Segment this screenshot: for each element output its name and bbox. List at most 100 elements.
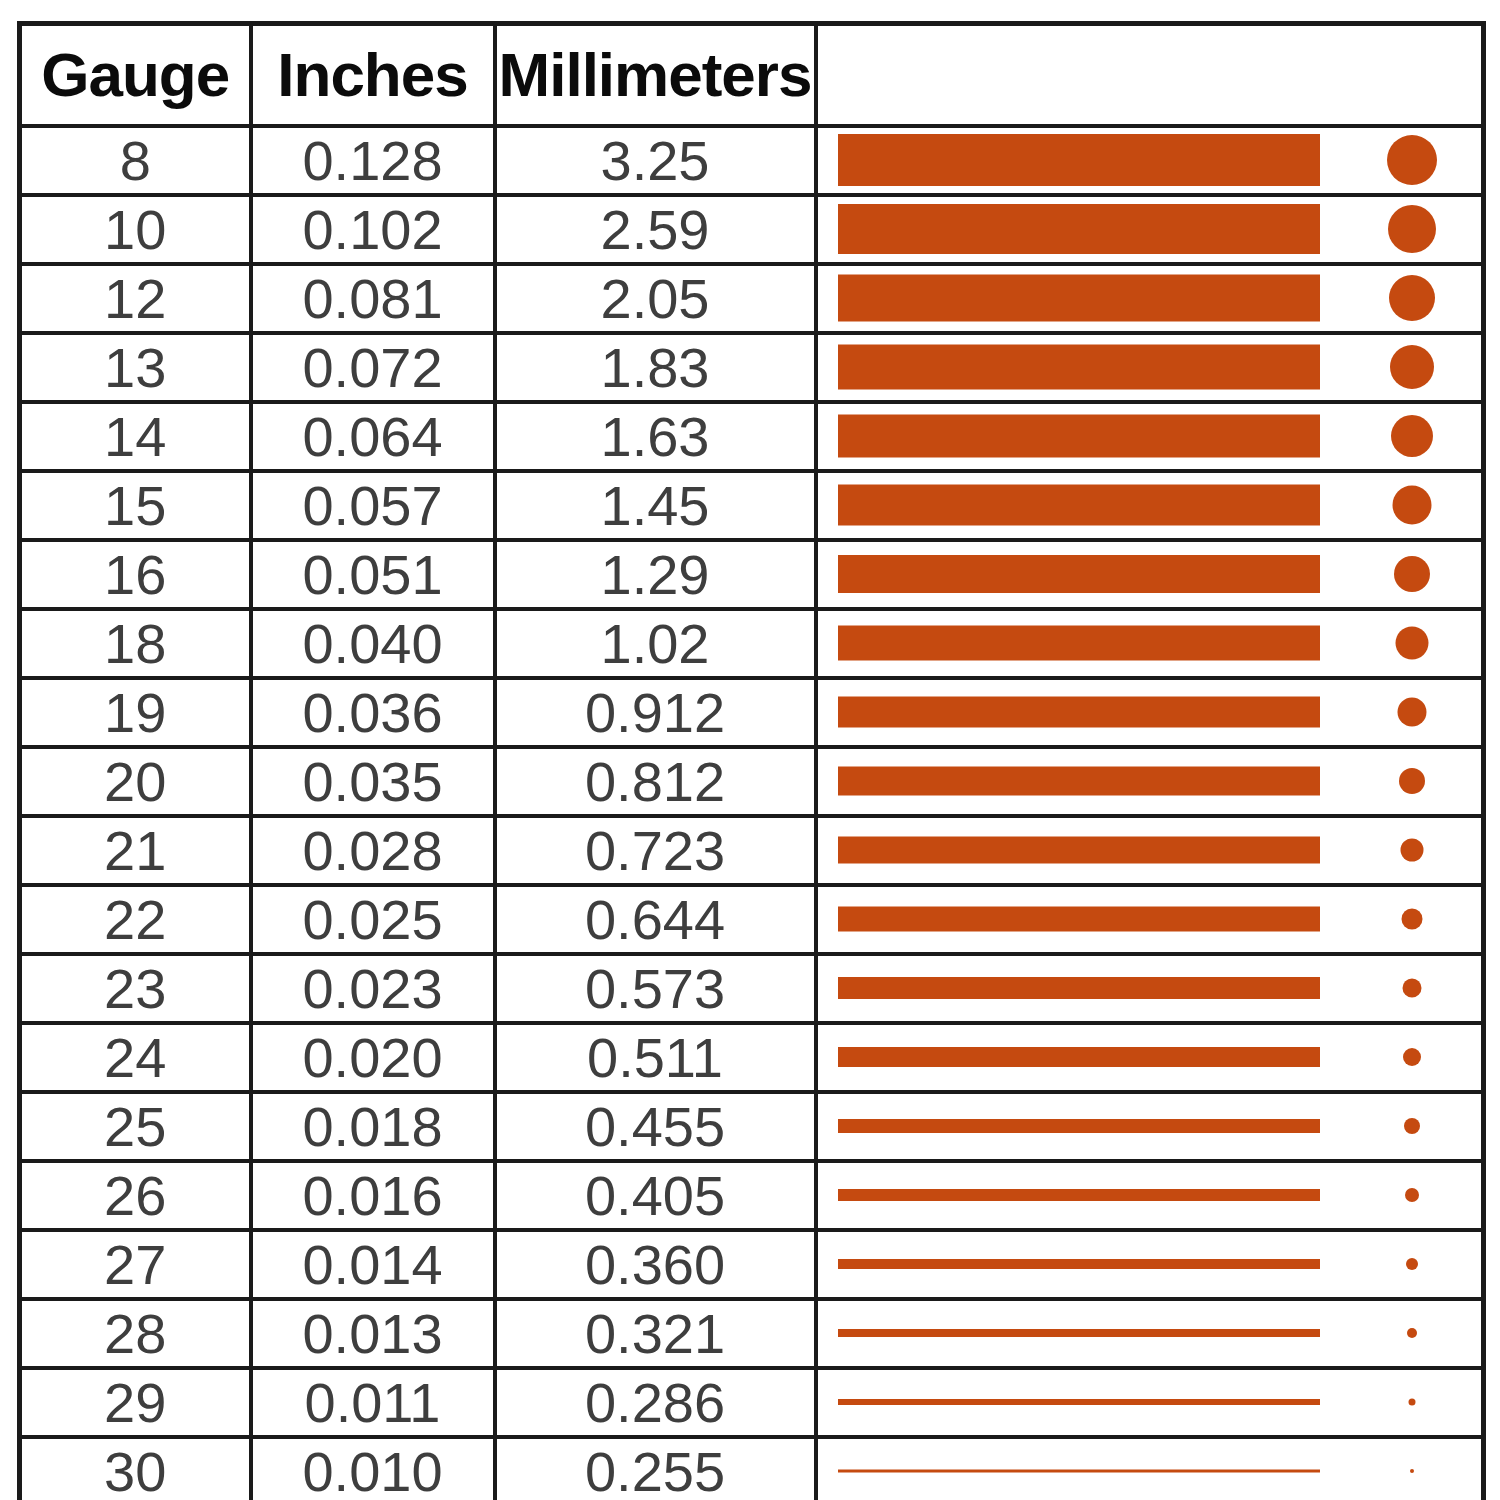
mm-cell: 0.255 bbox=[495, 1437, 816, 1500]
visual-cell bbox=[816, 402, 1484, 471]
table-row: 13 0.072 1.83 bbox=[20, 333, 1484, 402]
table-row: 25 0.018 0.455 bbox=[20, 1092, 1484, 1161]
visual-cell bbox=[816, 471, 1484, 540]
mm-cell: 0.321 bbox=[495, 1299, 816, 1368]
inches-cell: 0.010 bbox=[251, 1437, 495, 1500]
wire-thickness-bar bbox=[838, 275, 1320, 322]
visual-cell bbox=[816, 126, 1484, 195]
table-row: 27 0.014 0.360 bbox=[20, 1230, 1484, 1299]
wire-diameter-dot bbox=[1395, 627, 1428, 660]
visual-cell bbox=[816, 333, 1484, 402]
mm-cell: 1.29 bbox=[495, 540, 816, 609]
inches-cell: 0.020 bbox=[251, 1023, 495, 1092]
inches-cell: 0.128 bbox=[251, 126, 495, 195]
gauge-cell: 16 bbox=[20, 540, 251, 609]
table-row: 24 0.020 0.511 bbox=[20, 1023, 1484, 1092]
visual-cell bbox=[816, 609, 1484, 678]
gauge-cell: 8 bbox=[20, 126, 251, 195]
inches-cell: 0.023 bbox=[251, 954, 495, 1023]
wire-diameter-dot bbox=[1402, 979, 1421, 998]
wire-thickness-bar bbox=[838, 1470, 1320, 1473]
gauge-cell: 24 bbox=[20, 1023, 251, 1092]
table-header: Gauge Inches Millimeters bbox=[20, 24, 1484, 126]
gauge-cell: 19 bbox=[20, 678, 251, 747]
inches-cell: 0.051 bbox=[251, 540, 495, 609]
gauge-cell: 14 bbox=[20, 402, 251, 471]
visual-cell bbox=[816, 1092, 1484, 1161]
header-visual bbox=[816, 24, 1484, 126]
table-body: 8 0.128 3.25 10 0.102 2.59 12 0.081 2.05… bbox=[20, 126, 1484, 1500]
inches-cell: 0.028 bbox=[251, 816, 495, 885]
wire-diameter-dot bbox=[1399, 768, 1425, 794]
visual-cell bbox=[816, 954, 1484, 1023]
inches-cell: 0.072 bbox=[251, 333, 495, 402]
visual-cell bbox=[816, 678, 1484, 747]
visual-cell bbox=[816, 1230, 1484, 1299]
mm-cell: 0.812 bbox=[495, 747, 816, 816]
inches-cell: 0.040 bbox=[251, 609, 495, 678]
wire-diameter-dot bbox=[1405, 1188, 1419, 1202]
gauge-cell: 22 bbox=[20, 885, 251, 954]
mm-cell: 1.45 bbox=[495, 471, 816, 540]
gauge-cell: 27 bbox=[20, 1230, 251, 1299]
wire-diameter-dot bbox=[1394, 556, 1430, 592]
wire-thickness-bar bbox=[838, 134, 1320, 186]
wire-thickness-bar bbox=[838, 977, 1320, 999]
wire-thickness-bar bbox=[838, 1189, 1320, 1201]
inches-cell: 0.011 bbox=[251, 1368, 495, 1437]
inches-cell: 0.036 bbox=[251, 678, 495, 747]
table-row: 26 0.016 0.405 bbox=[20, 1161, 1484, 1230]
visual-cell bbox=[816, 1368, 1484, 1437]
inches-cell: 0.025 bbox=[251, 885, 495, 954]
wire-thickness-bar bbox=[838, 697, 1320, 728]
gauge-cell: 15 bbox=[20, 471, 251, 540]
mm-cell: 3.25 bbox=[495, 126, 816, 195]
wire-diameter-dot bbox=[1400, 839, 1423, 862]
table-row: 30 0.010 0.255 bbox=[20, 1437, 1484, 1500]
gauge-cell: 30 bbox=[20, 1437, 251, 1500]
visual-cell bbox=[816, 264, 1484, 333]
wire-diameter-dot bbox=[1407, 1328, 1417, 1338]
wire-gauge-chart: Gauge Inches Millimeters 8 0.128 3.25 10… bbox=[0, 0, 1500, 1500]
wire-diameter-dot bbox=[1404, 1118, 1420, 1134]
table-row: 29 0.011 0.286 bbox=[20, 1368, 1484, 1437]
table-row: 18 0.040 1.02 bbox=[20, 609, 1484, 678]
wire-diameter-dot bbox=[1392, 486, 1431, 525]
inches-cell: 0.064 bbox=[251, 402, 495, 471]
table-row: 8 0.128 3.25 bbox=[20, 126, 1484, 195]
wire-diameter-dot bbox=[1388, 205, 1436, 253]
gauge-cell: 29 bbox=[20, 1368, 251, 1437]
wire-thickness-bar bbox=[838, 415, 1320, 458]
table-row: 28 0.013 0.321 bbox=[20, 1299, 1484, 1368]
wire-thickness-bar bbox=[838, 1329, 1320, 1337]
wire-thickness-bar bbox=[838, 345, 1320, 390]
visual-cell bbox=[816, 195, 1484, 264]
gauge-cell: 28 bbox=[20, 1299, 251, 1368]
wire-diameter-dot bbox=[1389, 275, 1435, 321]
visual-cell bbox=[816, 1161, 1484, 1230]
inches-cell: 0.013 bbox=[251, 1299, 495, 1368]
mm-cell: 0.511 bbox=[495, 1023, 816, 1092]
mm-cell: 1.63 bbox=[495, 402, 816, 471]
wire-thickness-bar bbox=[838, 767, 1320, 796]
wire-diameter-dot bbox=[1390, 345, 1434, 389]
mm-cell: 1.02 bbox=[495, 609, 816, 678]
mm-cell: 0.573 bbox=[495, 954, 816, 1023]
inches-cell: 0.102 bbox=[251, 195, 495, 264]
header-millimeters: Millimeters bbox=[495, 24, 816, 126]
visual-cell bbox=[816, 885, 1484, 954]
table-row: 20 0.035 0.812 bbox=[20, 747, 1484, 816]
table-row: 19 0.036 0.912 bbox=[20, 678, 1484, 747]
mm-cell: 0.644 bbox=[495, 885, 816, 954]
table-row: 15 0.057 1.45 bbox=[20, 471, 1484, 540]
wire-thickness-bar bbox=[838, 555, 1320, 593]
table-row: 10 0.102 2.59 bbox=[20, 195, 1484, 264]
wire-thickness-bar bbox=[838, 907, 1320, 932]
wire-thickness-bar bbox=[838, 1119, 1320, 1133]
visual-cell bbox=[816, 816, 1484, 885]
table-row: 14 0.064 1.63 bbox=[20, 402, 1484, 471]
table-row: 16 0.051 1.29 bbox=[20, 540, 1484, 609]
visual-cell bbox=[816, 1023, 1484, 1092]
gauge-cell: 20 bbox=[20, 747, 251, 816]
wire-thickness-bar bbox=[838, 1047, 1320, 1067]
